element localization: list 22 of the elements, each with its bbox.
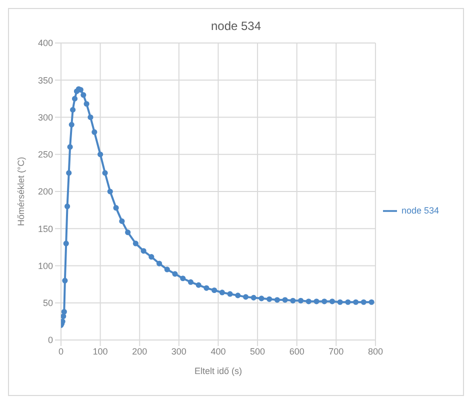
y-tick-label: 250	[38, 150, 53, 160]
x-tick-label: 200	[132, 346, 148, 356]
y-tick-label: 300	[38, 112, 53, 122]
x-tick-label: 800	[368, 346, 383, 356]
y-tick-label: 100	[38, 260, 53, 271]
x-tick-label: 700	[328, 346, 344, 356]
x-tick-label: 600	[289, 346, 304, 356]
x-tick-label: 0	[58, 346, 64, 356]
x-tick-label: 100	[92, 346, 108, 356]
y-tick-label: 0	[48, 335, 53, 346]
x-tick-label: 500	[250, 346, 266, 356]
x-tick-label: 400	[210, 346, 226, 356]
y-tick-label: 350	[38, 75, 53, 86]
y-tick-label: 200	[38, 186, 53, 197]
x-tick-label: 300	[171, 346, 186, 356]
y-tick-label: 50	[42, 298, 53, 308]
chart-title: node 534	[210, 18, 262, 33]
y-tick-label: 400	[38, 38, 53, 48]
y-axis-title: Hőmérséklet (°C)	[16, 156, 26, 226]
y-tick-label: 150	[38, 224, 53, 234]
legend-label: node 534	[401, 204, 439, 215]
x-axis-title: Eltelt idő (s)	[194, 366, 242, 376]
